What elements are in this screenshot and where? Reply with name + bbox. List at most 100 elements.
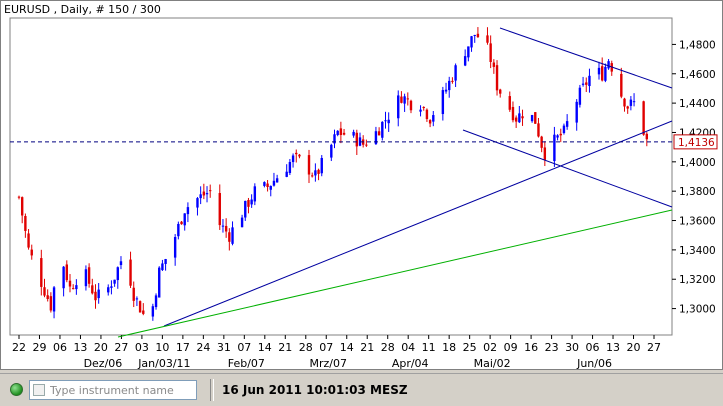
candle [49,292,53,313]
candle [441,86,445,121]
candle [298,153,301,159]
x-tick-label: 07 [237,341,251,354]
candle [514,115,518,128]
candle [377,127,381,136]
chart-title: EURUSD , Daily, # 150 / 300 [4,3,161,16]
candle [228,228,231,251]
candle [585,77,588,93]
x-tick-label: 27 [114,341,128,354]
candle [607,59,610,70]
candle [285,164,288,178]
candle [317,168,320,181]
x-tick-label: 28 [381,341,395,354]
y-tick-label: 1,4400 [679,98,716,110]
candle [476,27,480,38]
x-month-label: Mrz/07 [310,357,348,370]
candle [68,274,72,293]
candle [113,279,116,287]
candle [489,35,492,69]
candle [180,220,183,225]
x-tick-label: 10 [155,341,169,354]
candle [339,121,343,144]
y-tick-label: 1,4000 [679,157,716,169]
candle [218,184,221,230]
x-month-label: Jan/03/11 [137,357,190,370]
price-chart[interactable]: EURUSD , Daily, # 150 / 300 1,3000 1,3200 1… [0,0,723,370]
candle [645,132,649,147]
candle [495,60,499,96]
candle [454,63,457,88]
candle [164,258,167,271]
candle [486,27,489,45]
candle [186,202,190,223]
candle [75,279,78,295]
candle [250,194,253,208]
instrument-search-input[interactable] [29,380,197,400]
candle [406,92,409,106]
candle [84,265,88,291]
candle [307,149,311,184]
candle [288,158,292,176]
x-month-label: Mai/02 [474,357,511,370]
x-tick-label: 27 [647,341,661,354]
candle [578,84,582,108]
candle [231,221,234,246]
x-tick-label: 13 [606,341,620,354]
candle [161,259,164,272]
x-tick-label: 09 [504,341,518,354]
status-divider [210,379,214,401]
candle [40,249,43,296]
support-line[interactable] [117,209,673,338]
candle [142,303,145,316]
x-tick-label: 21 [278,341,292,354]
resistance-trendline[interactable] [499,27,673,89]
x-tick-label: 06 [586,341,600,354]
candle [269,185,272,197]
x-tick-label: 13 [73,341,87,354]
candle [432,110,435,127]
candle [470,35,473,52]
candle [499,88,502,98]
x-tick-label: 21 [360,341,374,354]
candle [604,63,607,83]
rising-trendline[interactable] [163,120,673,327]
server-timestamp: 16 Jun 2011 10:01:03 MESZ [222,383,408,397]
candle [559,128,562,143]
candle [205,186,209,203]
candle [419,105,422,117]
x-tick-label: 20 [627,341,641,354]
candle [384,111,387,129]
channel-lower-trendline[interactable] [462,129,673,208]
candle [575,99,578,131]
x-tick-label: 18 [442,341,456,354]
candle [632,93,636,107]
chart-area[interactable]: EURUSD , Daily, # 150 / 300 1,3000 1,3200 1… [0,0,723,370]
candle [508,91,511,112]
connection-status-icon [10,383,23,396]
candle [358,132,362,147]
x-tick-label: 14 [340,341,354,354]
candle [224,218,228,238]
candle [492,59,496,74]
candle [467,46,470,62]
candle [463,49,467,67]
candle [403,93,406,112]
y-tick-label: 1,3400 [679,245,716,257]
candle [448,76,451,98]
candle [428,119,432,128]
candle [581,76,585,87]
candle [65,260,69,283]
candle [543,141,547,167]
y-tick-label: 1,3800 [679,186,716,198]
candle [444,82,448,94]
candle [620,67,623,99]
x-tick-label: 04 [401,341,415,354]
candle [20,196,24,224]
candle [151,303,155,321]
candle [253,183,257,206]
candle [626,105,629,114]
candle [244,200,247,221]
candle [43,278,46,298]
x-tick-label: 28 [299,341,313,354]
y-tick-label: 1,3000 [679,304,716,316]
